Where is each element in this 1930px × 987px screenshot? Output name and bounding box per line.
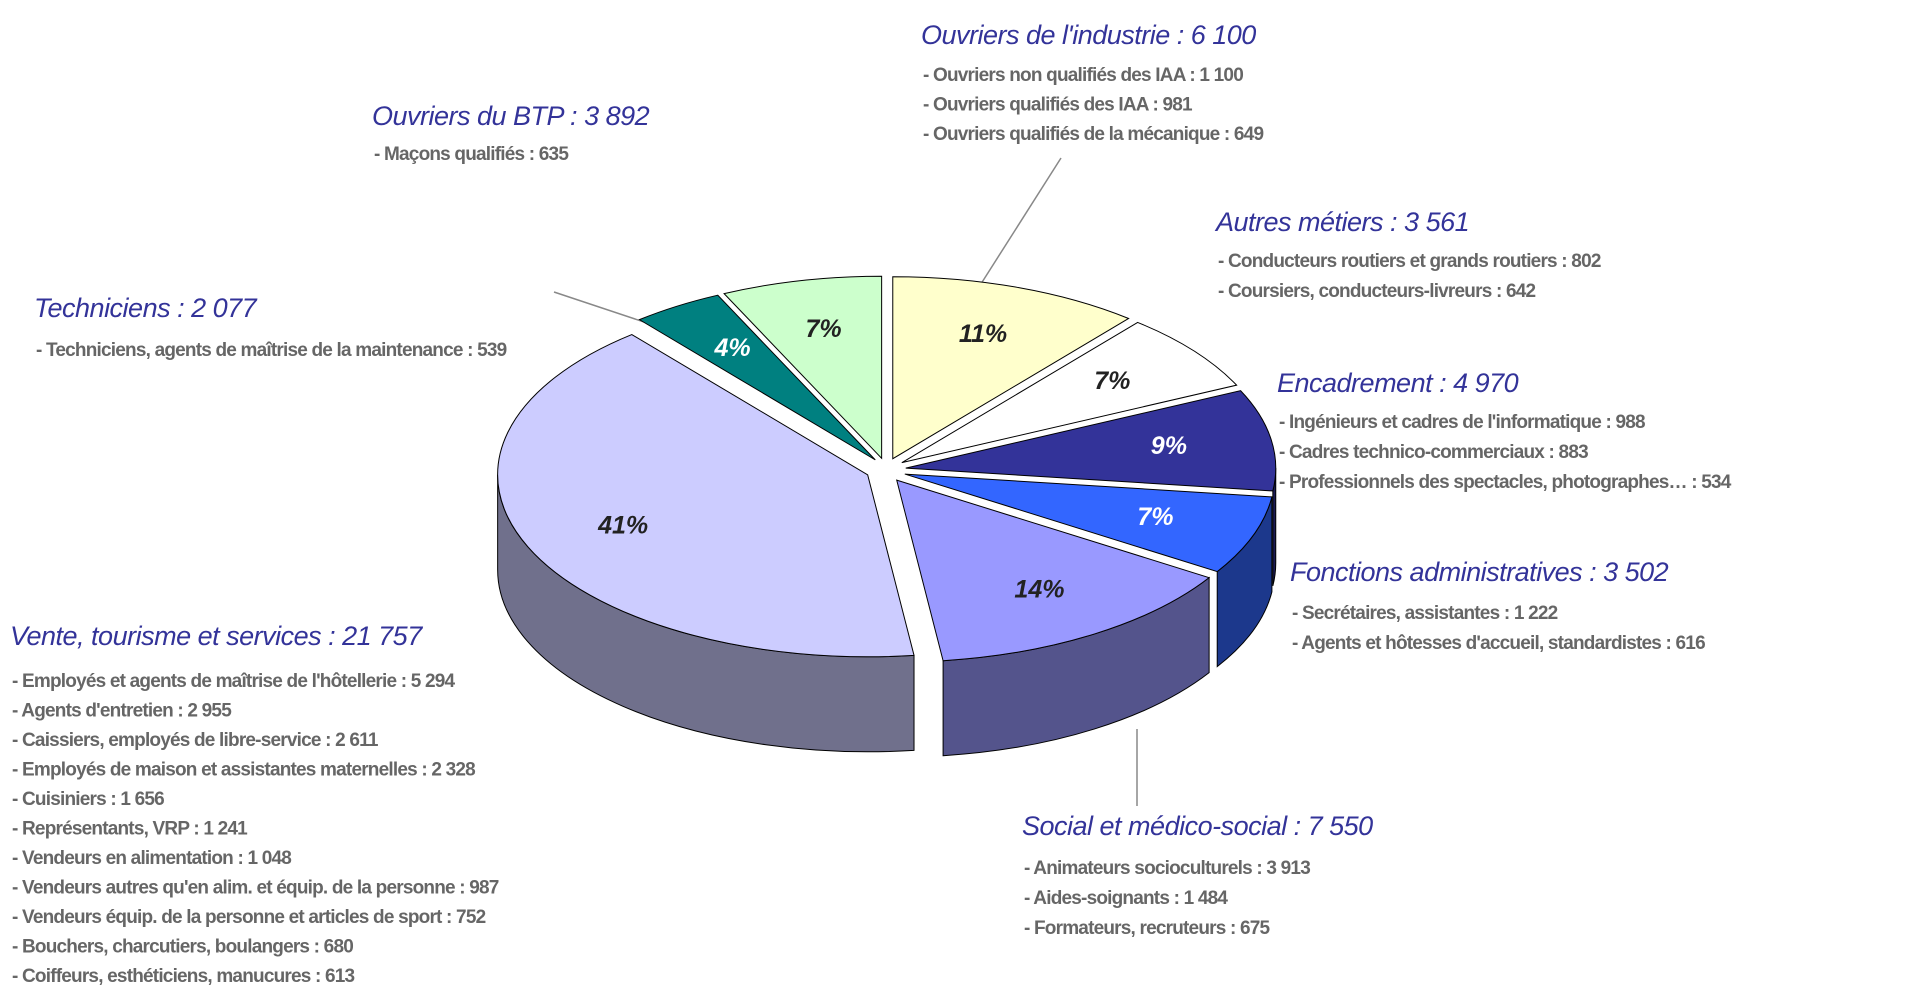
group-item: - Employés et agents de maîtrise de l'hô… xyxy=(12,671,456,692)
slice xyxy=(896,479,1211,662)
group-title: Vente, tourisme et services : 21 757 xyxy=(10,621,423,651)
group-item: - Coiffeurs, esthéticiens, manucures : 6… xyxy=(12,966,355,987)
group-item: - Employés de maison et assistantes mate… xyxy=(12,760,475,781)
group-item: - Vendeurs en alimentation : 1 048 xyxy=(12,848,291,869)
group-item: - Représentants, VRP : 1 241 xyxy=(12,819,248,840)
slice-label: 7% xyxy=(1137,503,1173,531)
group-title: Ouvriers du BTP : 3 892 xyxy=(372,101,650,131)
slice xyxy=(723,275,883,460)
slice-label: 11% xyxy=(959,320,1007,348)
pie-sides xyxy=(497,468,1277,757)
group-item: - Agents et hôtesses d'accueil, standard… xyxy=(1292,633,1705,654)
group-item: - Ouvriers non qualifiés des IAA : 1 100 xyxy=(923,65,1243,86)
slice xyxy=(901,321,1238,464)
group-item: - Animateurs socioculturels : 3 913 xyxy=(1024,858,1310,879)
group-item: - Ingénieurs et cadres de l'informatique… xyxy=(1279,412,1645,433)
group-item: - Coursiers, conducteurs-livreurs : 642 xyxy=(1218,281,1535,302)
group-item: - Professionnels des spectacles, photogr… xyxy=(1279,472,1732,493)
leader-line xyxy=(978,157,1062,288)
group-item: - Cuisiniers : 1 656 xyxy=(12,789,164,810)
slice xyxy=(905,390,1277,492)
group-item: - Caissiers, employés de libre-service :… xyxy=(12,730,379,751)
group-item: - Agents d'entretien : 2 955 xyxy=(12,701,232,722)
slice-label: 14% xyxy=(1014,575,1064,603)
group-title: Encadrement : 4 970 xyxy=(1277,368,1519,398)
group-item: - Techniciens, agents de maîtrise de la … xyxy=(36,340,507,361)
slice xyxy=(904,473,1273,573)
group-item: - Ouvriers qualifiés de la mécanique : 6… xyxy=(923,124,1263,145)
group-item: - Ouvriers qualifiés des IAA : 981 xyxy=(923,95,1193,116)
slice-label: 9% xyxy=(1151,432,1187,460)
slice xyxy=(638,294,876,461)
slice-label: 7% xyxy=(1094,367,1130,395)
group-item: - Aides-soignants : 1 484 xyxy=(1024,888,1228,909)
group-item: - Conducteurs routiers et grands routier… xyxy=(1218,251,1601,272)
group-title: Fonctions administratives : 3 502 xyxy=(1290,557,1669,587)
group-item: - Vendeurs équip. de la personne et arti… xyxy=(12,907,486,928)
slice xyxy=(892,276,1130,460)
group-item: - Secrétaires, assistantes : 1 222 xyxy=(1292,603,1558,624)
group-title: Ouvriers de l'industrie : 6 100 xyxy=(921,20,1256,50)
slice-label: 4% xyxy=(713,334,750,362)
group-title: Autres métiers : 3 561 xyxy=(1214,207,1469,237)
group-title: Social et médico-social : 7 550 xyxy=(1022,811,1373,841)
slice xyxy=(497,333,915,658)
group-item: - Bouchers, charcutiers, boulangers : 68… xyxy=(12,937,353,958)
slice-label: 7% xyxy=(805,315,841,343)
group-item: - Formateurs, recruteurs : 675 xyxy=(1024,918,1270,939)
group-title: Techniciens : 2 077 xyxy=(34,293,258,323)
leader-line xyxy=(553,291,651,325)
group-item: - Vendeurs autres qu'en alim. et équip. … xyxy=(12,878,499,899)
group-item: - Maçons qualifiés : 635 xyxy=(374,144,569,165)
group-item: - Cadres technico-commerciaux : 883 xyxy=(1279,442,1588,463)
slice-label: 41% xyxy=(597,511,648,539)
